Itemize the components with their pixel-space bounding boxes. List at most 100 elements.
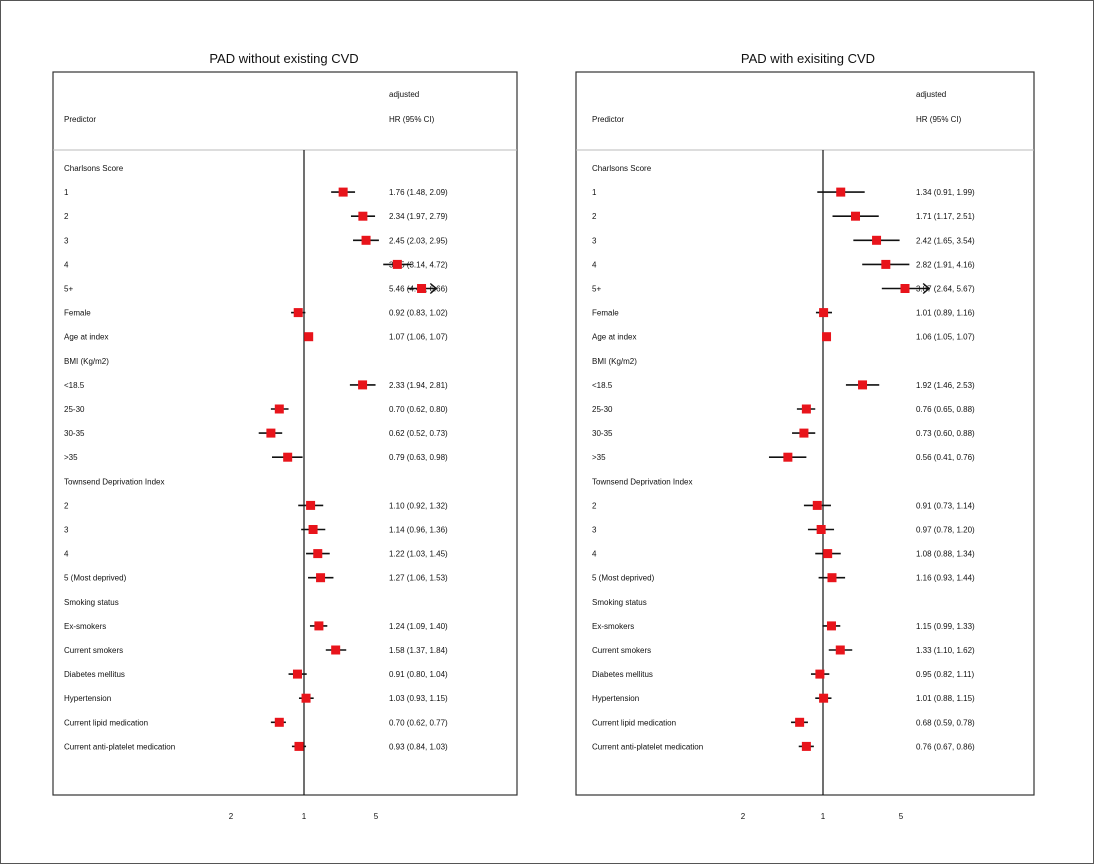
hr-marker <box>815 669 825 679</box>
row-label: 5 (Most deprived) <box>592 574 655 583</box>
forest-panel-2: PAD with exisiting CVD adjusted HR (95% CI… <box>575 51 1035 821</box>
hr-text: 0.56 (0.41, 0.76) <box>916 453 975 462</box>
hr-marker <box>801 404 811 414</box>
hr-text: 2.34 (1.97, 2.79) <box>389 212 448 221</box>
row-label: Current lipid medication <box>64 718 148 727</box>
header-hr: HR (95% CI) <box>916 115 962 124</box>
hr-marker <box>872 235 882 245</box>
hr-text: 0.76 (0.67, 0.86) <box>916 742 975 751</box>
panel-title: PAD with exisiting CVD <box>741 51 875 66</box>
hr-marker <box>292 669 302 679</box>
hr-marker <box>819 308 829 318</box>
hr-marker <box>361 235 371 245</box>
hr-marker <box>274 404 284 414</box>
hr-marker <box>783 452 793 462</box>
row-label: 25-30 <box>64 405 85 414</box>
hr-marker <box>316 573 326 583</box>
row-label: 2 <box>592 212 597 221</box>
header-predictor: Predictor <box>64 115 96 124</box>
row-label: Current anti-platelet medication <box>64 742 175 751</box>
hr-marker <box>795 717 805 727</box>
x-tick-label: 2 <box>229 812 234 821</box>
hr-marker <box>293 308 303 318</box>
hr-marker <box>306 500 316 510</box>
hr-text: 1.24 (1.09, 1.40) <box>389 622 448 631</box>
row-label: 3 <box>64 526 69 535</box>
x-tick-label: 2 <box>741 812 746 821</box>
hr-marker <box>836 187 846 197</box>
row-label: 4 <box>592 260 597 269</box>
row-label: 25-30 <box>592 405 613 414</box>
row-label: <18.5 <box>592 381 613 390</box>
row-label: Current lipid medication <box>592 718 676 727</box>
hr-marker <box>283 452 293 462</box>
header-adjusted: adjusted <box>389 90 419 99</box>
hr-text: 0.62 (0.52, 0.73) <box>389 429 448 438</box>
row-label: 2 <box>64 212 69 221</box>
row-label: Ex-smokers <box>64 622 106 631</box>
hr-text: 1.92 (1.46, 2.53) <box>916 381 975 390</box>
hr-text: 1.22 (1.03, 1.45) <box>389 550 448 559</box>
row-label: Age at index <box>64 333 108 342</box>
hr-marker <box>858 380 868 390</box>
row-label: 2 <box>592 501 597 510</box>
hr-marker <box>819 693 829 703</box>
row-label: 5+ <box>64 285 73 294</box>
hr-marker <box>313 549 323 559</box>
row-label: 1 <box>592 188 597 197</box>
panel-border <box>575 71 1035 796</box>
header-adjusted: adjusted <box>916 90 946 99</box>
row-label: Current smokers <box>592 646 651 655</box>
hr-marker <box>274 717 284 727</box>
hr-marker <box>417 284 427 293</box>
row-label: <18.5 <box>64 381 85 390</box>
hr-text: 0.91 (0.80, 1.04) <box>389 670 448 679</box>
hr-marker <box>799 428 809 438</box>
row-label: Hypertension <box>592 694 639 703</box>
hr-marker <box>358 211 368 221</box>
x-tick-label: 1 <box>302 812 307 821</box>
hr-text: 1.27 (1.06, 1.53) <box>389 574 448 583</box>
hr-text: 0.76 (0.65, 0.88) <box>916 405 975 414</box>
row-label: 3 <box>592 526 597 535</box>
group-label: Townsend Deprivation Index <box>64 477 165 486</box>
panel-title: PAD without existing CVD <box>209 51 358 66</box>
hr-marker <box>301 693 311 703</box>
row-label: Diabetes mellitus <box>64 670 125 679</box>
hr-text: 2.42 (1.65, 3.54) <box>916 236 975 245</box>
hr-marker <box>816 525 826 534</box>
hr-marker <box>826 621 836 631</box>
hr-text: 0.79 (0.63, 0.98) <box>389 453 448 462</box>
row-label: 5+ <box>592 285 601 294</box>
hr-marker <box>266 428 276 438</box>
hr-text: 1.16 (0.93, 1.44) <box>916 574 975 583</box>
x-tick-label: 5 <box>374 812 379 821</box>
hr-text: 0.93 (0.84, 1.03) <box>389 742 448 751</box>
hr-marker <box>314 621 324 631</box>
x-tick-label: 1 <box>821 812 826 821</box>
hr-text: 0.68 (0.59, 0.78) <box>916 718 975 727</box>
hr-text: 0.92 (0.83, 1.02) <box>389 309 448 318</box>
panel-border <box>52 71 518 796</box>
row-label: Age at index <box>592 333 636 342</box>
row-label: 30-35 <box>64 429 85 438</box>
row-label: 2 <box>64 501 69 510</box>
ci-arrow <box>922 282 931 295</box>
forest-panel-1: PAD without existing CVD adjusted HR (95% … <box>52 51 518 821</box>
hr-text: 1.33 (1.10, 1.62) <box>916 646 975 655</box>
row-label: Diabetes mellitus <box>592 670 653 679</box>
hr-text: 1.76 (1.48, 2.09) <box>389 188 448 197</box>
hr-text: 1.71 (1.17, 2.51) <box>916 212 975 221</box>
group-label: Smoking status <box>64 598 119 607</box>
group-label: Townsend Deprivation Index <box>592 477 693 486</box>
row-label: Hypertension <box>64 694 111 703</box>
hr-marker <box>812 500 822 510</box>
hr-text: 3.87 (2.64, 5.67) <box>916 285 975 294</box>
hr-text: 0.95 (0.82, 1.11) <box>916 670 974 679</box>
hr-text: 2.45 (2.03, 2.95) <box>389 236 448 245</box>
hr-marker <box>881 259 891 269</box>
row-label: 4 <box>64 260 69 269</box>
row-label: >35 <box>64 453 78 462</box>
hr-text: 1.10 (0.92, 1.32) <box>389 501 448 510</box>
